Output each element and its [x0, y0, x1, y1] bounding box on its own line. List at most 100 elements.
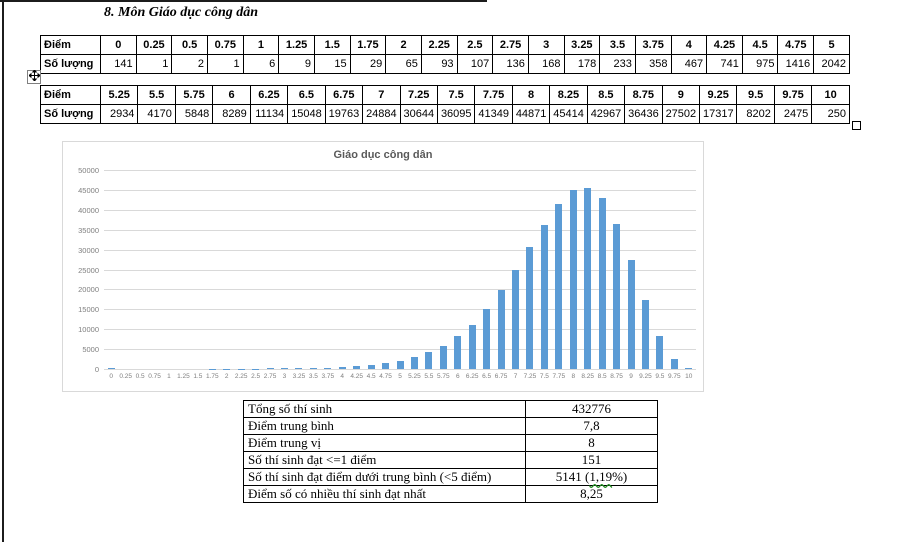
summary-value-cell[interactable]: 5141 (1,19%) [525, 468, 658, 486]
count-cell[interactable]: 1416 [777, 54, 815, 74]
count-cell[interactable]: 6 [242, 54, 280, 74]
score-header-cell[interactable]: 10 [811, 85, 850, 105]
count-cell[interactable]: 136 [492, 54, 529, 74]
count-cell[interactable]: 36436 [624, 104, 663, 124]
score-header-cell[interactable]: 1.75 [349, 35, 387, 55]
score-header-cell[interactable]: 3.25 [563, 35, 601, 55]
score-header-cell[interactable]: 4.25 [706, 35, 743, 55]
summary-label-cell[interactable]: Điểm trung bình [243, 417, 526, 435]
count-row-label[interactable]: Số lượng [40, 54, 101, 74]
score-row-label[interactable]: Điểm [40, 35, 101, 55]
summary-value-cell[interactable]: 8,25 [525, 485, 658, 503]
count-cell[interactable]: 178 [563, 54, 601, 74]
count-cell[interactable]: 41349 [474, 104, 513, 124]
score-header-cell[interactable]: 2.25 [420, 35, 458, 55]
score-header-cell[interactable]: 6.25 [249, 85, 289, 105]
summary-label-cell[interactable]: Số thí sinh đạt <=1 điểm [243, 451, 526, 469]
summary-label-cell[interactable]: Điểm số có nhiều thí sinh đạt nhất [243, 485, 526, 503]
count-cell[interactable]: 4170 [137, 104, 176, 124]
count-cell[interactable]: 24884 [362, 104, 401, 124]
count-cell[interactable]: 358 [634, 54, 672, 74]
summary-value-cell[interactable]: 151 [525, 451, 658, 469]
count-cell[interactable]: 1 [206, 54, 244, 74]
score-header-cell[interactable]: 3 [527, 35, 565, 55]
count-cell[interactable]: 233 [599, 54, 636, 74]
score-header-cell[interactable]: 6.75 [324, 85, 364, 105]
score-header-cell[interactable]: 0 [100, 35, 137, 55]
score-header-cell[interactable]: 2 [385, 35, 422, 55]
count-cell[interactable]: 93 [420, 54, 458, 74]
table-resize-handle[interactable] [852, 121, 861, 130]
count-cell[interactable]: 141 [100, 54, 137, 74]
score-header-cell[interactable]: 8.25 [549, 85, 588, 105]
score-header-cell[interactable]: 5.25 [99, 85, 139, 105]
count-cell[interactable]: 11134 [249, 104, 289, 124]
count-cell[interactable]: 30644 [399, 104, 438, 124]
count-cell[interactable]: 5848 [174, 104, 214, 124]
summary-label-cell[interactable]: Tổng số thí sinh [243, 400, 526, 418]
score-header-cell[interactable]: 3.75 [634, 35, 672, 55]
summary-table[interactable]: Tổng số thí sinh 432776 Điểm trung bình 7,8… [243, 400, 658, 503]
count-cell[interactable]: 65 [385, 54, 422, 74]
count-cell[interactable]: 975 [741, 54, 779, 74]
count-cell[interactable]: 250 [811, 104, 850, 124]
count-cell[interactable]: 42967 [586, 104, 626, 124]
summary-value-cell[interactable]: 8 [525, 434, 658, 452]
score-header-cell[interactable]: 0.75 [206, 35, 244, 55]
count-cell[interactable]: 9 [278, 54, 315, 74]
score-header-cell[interactable]: 9 [661, 85, 701, 105]
score-header-cell[interactable]: 9.75 [773, 85, 813, 105]
score-header-cell[interactable]: 8.5 [586, 85, 626, 105]
count-cell[interactable]: 17317 [698, 104, 738, 124]
count-cell[interactable]: 36095 [436, 104, 476, 124]
count-cell[interactable]: 45414 [549, 104, 588, 124]
count-cell[interactable]: 1 [135, 54, 173, 74]
score-header-cell[interactable]: 9.25 [698, 85, 738, 105]
score-header-cell[interactable]: 4.75 [777, 35, 815, 55]
count-cell[interactable]: 467 [670, 54, 708, 74]
table-move-handle[interactable] [27, 69, 41, 84]
score-distribution-chart[interactable]: Giáo dục công dân 0 0.25 0.5 0.75 1 1.25 1.5 1.… [62, 141, 704, 392]
summary-value-cell[interactable]: 7,8 [525, 417, 658, 435]
score-header-cell[interactable]: 0.5 [171, 35, 208, 55]
score-header-cell[interactable]: 4 [670, 35, 708, 55]
count-cell[interactable]: 107 [456, 54, 494, 74]
count-cell[interactable]: 2042 [813, 54, 850, 74]
score-header-cell[interactable]: 5.5 [137, 85, 176, 105]
count-cell[interactable]: 15048 [287, 104, 326, 124]
count-cell[interactable]: 168 [527, 54, 565, 74]
count-cell[interactable]: 44871 [511, 104, 551, 124]
count-row-label[interactable]: Số lượng [40, 104, 101, 124]
count-cell[interactable]: 2934 [99, 104, 139, 124]
count-cell[interactable]: 19763 [324, 104, 364, 124]
count-cell[interactable]: 27502 [661, 104, 701, 124]
score-header-cell[interactable]: 1 [242, 35, 280, 55]
summary-label-cell[interactable]: Số thí sinh đạt điểm dưới trung bình (<5… [243, 468, 526, 486]
score-header-cell[interactable]: 8 [511, 85, 551, 105]
section-title[interactable]: 8. Môn Giáo dục công dân [104, 5, 259, 20]
count-cell[interactable]: 15 [313, 54, 351, 74]
score-header-cell[interactable]: 1.25 [278, 35, 315, 55]
score-header-cell[interactable]: 4.5 [741, 35, 779, 55]
count-cell[interactable]: 2 [171, 54, 208, 74]
score-header-cell[interactable]: 9.5 [736, 85, 775, 105]
score-header-cell[interactable]: 7.5 [436, 85, 476, 105]
score-header-cell[interactable]: 0.25 [135, 35, 173, 55]
count-cell[interactable]: 2475 [773, 104, 813, 124]
count-cell[interactable]: 741 [706, 54, 743, 74]
score-header-cell[interactable]: 3.5 [599, 35, 636, 55]
summary-value-cell[interactable]: 432776 [525, 400, 658, 418]
score-header-cell[interactable]: 2.75 [492, 35, 529, 55]
summary-label-cell[interactable]: Điểm trung vị [243, 434, 526, 452]
score-row-label[interactable]: Điểm [40, 85, 101, 105]
score-header-cell[interactable]: 6.5 [287, 85, 326, 105]
score-header-cell[interactable]: 5.75 [174, 85, 214, 105]
score-table-second-half[interactable]: Điểm 5.25 5.5 5.75 6 6.25 6.5 6.75 7 7.25 7.5 7.75 8… [40, 85, 850, 124]
score-table-first-half[interactable]: Điểm 0 0.25 0.5 0.75 1 1.25 1.5 1.75 2 2.25 2.5 2.75… [40, 35, 850, 74]
score-header-cell[interactable]: 5 [813, 35, 850, 55]
score-header-cell[interactable]: 7 [362, 85, 401, 105]
count-cell[interactable]: 8289 [212, 104, 251, 124]
count-cell[interactable]: 29 [349, 54, 387, 74]
score-header-cell[interactable]: 7.25 [399, 85, 438, 105]
score-header-cell[interactable]: 1.5 [313, 35, 351, 55]
